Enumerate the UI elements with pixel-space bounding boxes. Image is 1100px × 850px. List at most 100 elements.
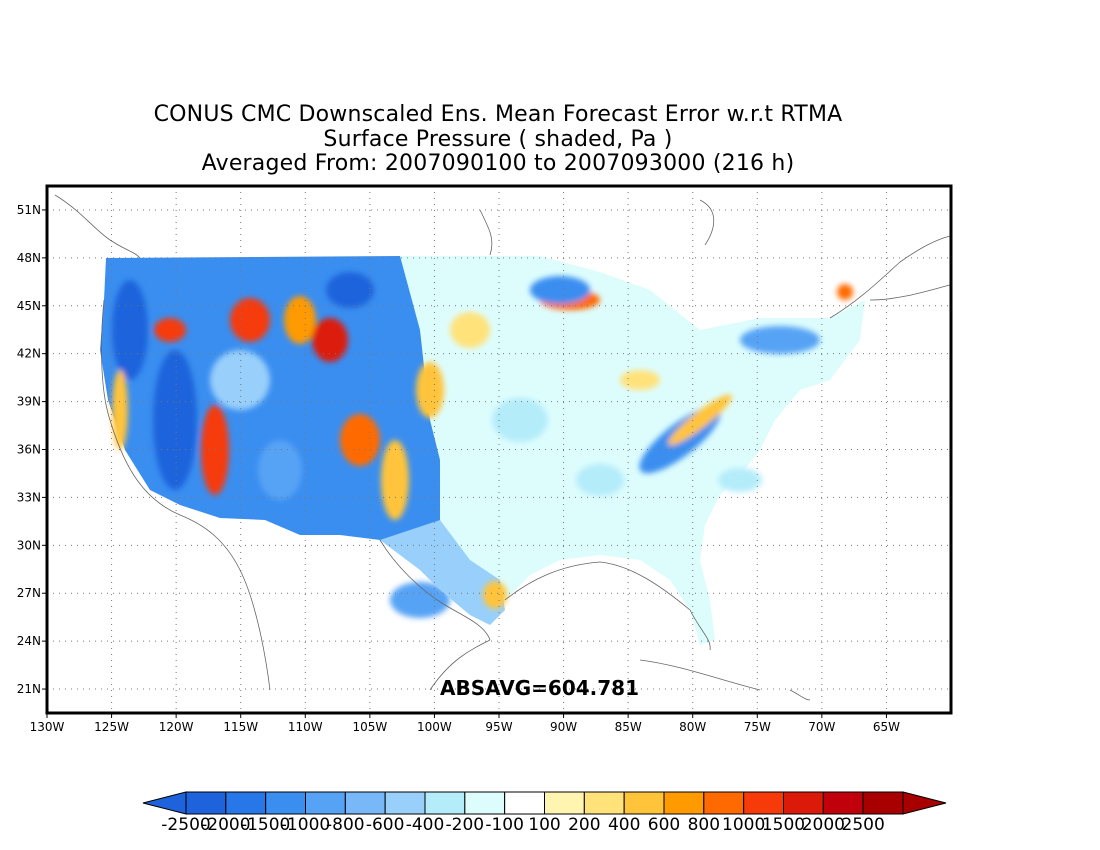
field-east-base xyxy=(400,256,865,645)
patch xyxy=(153,350,197,490)
lat-tick-label: 51N xyxy=(17,203,41,217)
patch xyxy=(112,370,128,450)
lat-tick-label: 36N xyxy=(17,443,41,457)
colorbar-segment xyxy=(822,791,864,815)
colorbar-segment xyxy=(544,791,585,815)
coastline xyxy=(479,209,493,256)
colorbar-segment xyxy=(384,791,426,815)
colorbar-segment xyxy=(623,791,665,815)
patch xyxy=(284,296,316,344)
colorbar-segment xyxy=(265,791,306,815)
lat-tick-label: 27N xyxy=(17,586,41,600)
colorbar-segment xyxy=(663,791,705,815)
colorbar-label: 200 xyxy=(568,815,600,835)
colorbar-label: -1000 xyxy=(281,815,330,835)
lon-tick-label: 110W xyxy=(288,720,323,734)
coastline xyxy=(789,689,811,701)
lat-tick-label: 42N xyxy=(17,347,41,361)
colorbar-segment xyxy=(743,791,785,815)
coastline xyxy=(379,539,491,641)
chart-title-line-3: Averaged From: 2007090100 to 2007093000 … xyxy=(201,151,795,176)
lon-tick-label: 70W xyxy=(808,720,835,734)
coastline xyxy=(639,659,761,691)
patch xyxy=(154,318,186,342)
latitude-labels: 51N 48N 45N 42N 39N 36N 33N 30N 27N 24N 21N xyxy=(17,203,47,696)
colorbar: -2500-2000-1500-1000-800 -600 -400 -200 -100… xyxy=(142,791,947,835)
colorbar-label: 100 xyxy=(528,815,560,835)
colorbar-label: -2000 xyxy=(201,815,250,835)
patch xyxy=(381,440,409,520)
lon-tick-label: 90W xyxy=(550,720,577,734)
patch xyxy=(530,276,590,304)
patch xyxy=(837,284,853,300)
patch xyxy=(210,350,270,410)
colorbar-label: -400 xyxy=(406,815,445,835)
colorbar-segment xyxy=(703,791,745,815)
colorbar-label: 1500 xyxy=(762,815,805,835)
lat-tick-label: 21N xyxy=(17,682,41,696)
patch xyxy=(450,312,490,348)
colorbar-label: -100 xyxy=(485,815,524,835)
colorbar-segment xyxy=(504,791,545,815)
lon-tick-label: 130W xyxy=(30,720,65,734)
shaded-field xyxy=(47,186,951,713)
lon-tick-label: 80W xyxy=(679,720,706,734)
lat-tick-label: 45N xyxy=(17,299,41,313)
patch xyxy=(230,298,270,342)
colorbar-segment xyxy=(464,791,506,815)
colorbar-label: 2000 xyxy=(802,815,845,835)
patch xyxy=(718,468,762,492)
colorbar-segment xyxy=(783,791,824,815)
coastline xyxy=(54,194,141,259)
coastline xyxy=(699,199,715,246)
lat-tick-label: 48N xyxy=(17,251,41,265)
lon-tick-label: 75W xyxy=(744,720,771,734)
coastline xyxy=(504,561,711,651)
coastline xyxy=(869,284,951,301)
lon-tick-label: 125W xyxy=(94,720,129,734)
patch xyxy=(576,464,624,496)
lon-tick-label: 85W xyxy=(615,720,642,734)
patch xyxy=(668,394,732,446)
colorbar-segment xyxy=(583,791,625,815)
lon-tick-label: 95W xyxy=(485,720,512,734)
grid-lines xyxy=(47,186,951,713)
colorbar-label: -2500 xyxy=(161,815,210,835)
patch xyxy=(416,362,444,418)
colorbar-label: 800 xyxy=(688,815,720,835)
colorbar-label: -600 xyxy=(366,815,405,835)
lat-tick-label: 30N xyxy=(17,538,41,552)
patch xyxy=(340,414,380,466)
colorbar-max-arrow xyxy=(902,791,947,815)
lat-tick-label: 33N xyxy=(17,490,41,504)
colorbar-segment xyxy=(305,791,346,815)
colorbar-label: 1000 xyxy=(722,815,765,835)
patch xyxy=(390,582,450,618)
colorbar-segment xyxy=(424,791,466,815)
colorbar-min-arrow xyxy=(142,791,187,815)
lon-tick-label: 100W xyxy=(417,720,452,734)
patch xyxy=(258,440,302,500)
colorbar-label: -800 xyxy=(326,815,365,835)
patch xyxy=(312,318,348,362)
patch xyxy=(492,398,548,442)
lon-tick-label: 115W xyxy=(223,720,258,734)
field-texas xyxy=(380,520,505,625)
colorbar-label: -200 xyxy=(446,815,485,835)
colorbar-label: 400 xyxy=(608,815,640,835)
coastlines xyxy=(54,194,951,701)
colorbar-segment xyxy=(225,791,267,815)
patch xyxy=(112,280,148,380)
lon-tick-label: 65W xyxy=(873,720,900,734)
colorbar-label: -1500 xyxy=(241,815,290,835)
lon-tick-label: 120W xyxy=(159,720,194,734)
chart-title-line-2: Surface Pressure ( shaded, Pa ) xyxy=(323,127,673,152)
colorbar-label: 600 xyxy=(648,815,680,835)
coastline xyxy=(101,299,271,691)
coastline xyxy=(429,639,491,691)
lat-tick-label: 39N xyxy=(17,395,41,409)
patch xyxy=(740,326,820,354)
colorbar-label: 2500 xyxy=(842,815,885,835)
patch xyxy=(620,370,660,390)
